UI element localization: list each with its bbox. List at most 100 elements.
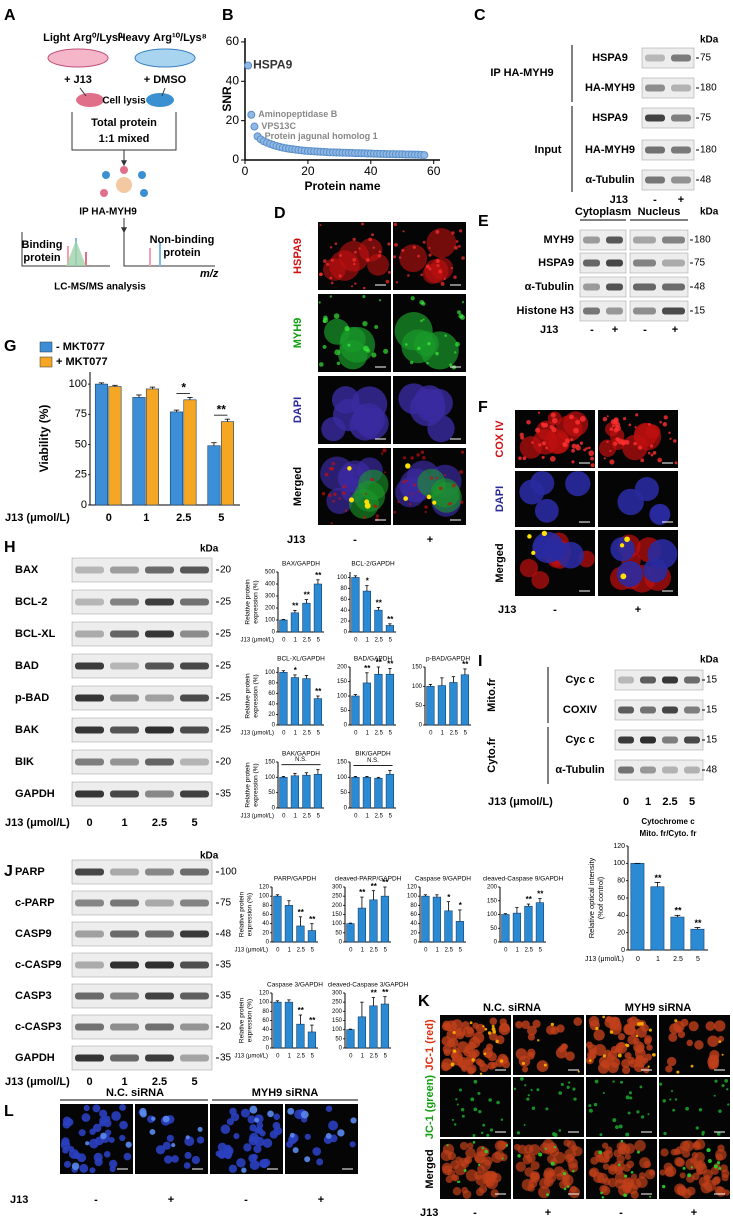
cell	[726, 1088, 729, 1091]
x-tick-label: 2.5	[450, 731, 459, 737]
cell	[333, 313, 340, 319]
lane-label: 1	[645, 796, 651, 808]
cell	[648, 423, 651, 426]
kda-label: 15	[706, 705, 718, 716]
blot-band	[110, 566, 139, 574]
bead	[116, 177, 132, 193]
y-tick-label: 100	[407, 894, 418, 900]
lane-label: +	[318, 1194, 324, 1206]
cell	[422, 318, 425, 321]
cell	[541, 530, 548, 537]
cell	[350, 285, 354, 288]
chart-title: cleaved-PARP/GAPDH	[335, 876, 402, 883]
cell	[484, 1027, 488, 1031]
y-tick-label: 40	[617, 912, 625, 919]
blot-label: HSPA9	[592, 112, 628, 124]
cell	[383, 348, 389, 354]
bar	[290, 677, 300, 726]
cell	[526, 1025, 537, 1036]
chart-title: BCL-XL/GAPDH	[277, 656, 325, 663]
bar	[385, 773, 395, 809]
blot-band	[145, 899, 174, 907]
cell	[617, 488, 644, 516]
cell	[575, 419, 581, 425]
panel-letter: L	[4, 1103, 14, 1120]
x-tick-label: 0	[504, 948, 508, 954]
blot-band	[145, 566, 174, 574]
bar	[369, 1005, 378, 1049]
blot-band	[583, 283, 600, 291]
y-tick-label: 250	[332, 894, 343, 900]
lane-label: -	[590, 324, 594, 336]
cell	[541, 455, 545, 460]
x-tick-label: 5	[389, 638, 393, 644]
cell	[458, 229, 463, 233]
y-tick-label: 0	[344, 806, 348, 812]
blot-band	[110, 899, 139, 907]
cell	[111, 1111, 121, 1121]
cell	[542, 1139, 555, 1151]
blot-band	[645, 84, 665, 92]
cell	[330, 281, 334, 285]
cell	[197, 1126, 203, 1132]
cell	[407, 274, 410, 277]
cell	[85, 1141, 90, 1146]
cell	[89, 1128, 96, 1135]
cell	[484, 1149, 488, 1154]
blot-strip	[629, 300, 689, 322]
y-tick-label: 50	[335, 1036, 342, 1042]
blot-label: CASP3	[15, 990, 52, 1002]
y-tick-label: 120	[407, 885, 418, 891]
y-tick-label: 50	[415, 703, 422, 709]
cell	[273, 1113, 281, 1121]
cell	[435, 229, 440, 234]
cell	[600, 1191, 603, 1195]
cell	[442, 1044, 452, 1054]
blot-band	[145, 598, 174, 606]
blot-band	[145, 868, 174, 876]
blot-label: Cyc c	[565, 734, 594, 746]
cell	[517, 1154, 521, 1158]
cell	[463, 1169, 467, 1172]
cell	[524, 1144, 534, 1154]
label: Heavy	[118, 32, 151, 44]
cell	[445, 1175, 453, 1184]
panel-letter: G	[4, 338, 16, 355]
treatment-label: J13 (μmol/L)	[5, 1076, 70, 1088]
significance: **	[292, 602, 299, 611]
cell	[727, 1103, 730, 1106]
cell	[403, 496, 409, 501]
blot-band	[684, 766, 700, 774]
significance: **	[382, 878, 389, 887]
kda-label: 35	[220, 1053, 232, 1064]
chart-title: BAK/GAPDH	[282, 751, 320, 758]
y-tick-label: 100	[337, 775, 348, 781]
blot-band	[645, 54, 665, 62]
cell	[458, 1088, 462, 1092]
cell	[632, 1037, 640, 1044]
cell	[377, 254, 382, 258]
cell	[471, 1058, 475, 1062]
cell	[331, 461, 335, 466]
cell	[73, 1151, 81, 1160]
cell	[354, 250, 357, 254]
cell	[330, 522, 333, 525]
cell	[527, 1033, 535, 1041]
significance: **	[376, 599, 383, 608]
cell	[670, 1089, 674, 1092]
chart-title: BCL-2/GAPDH	[351, 561, 395, 568]
blot-strip	[629, 276, 689, 298]
cell	[520, 1077, 524, 1081]
lane-label: 1	[121, 1076, 127, 1088]
bar	[535, 902, 545, 943]
cell	[659, 1169, 666, 1176]
cell	[321, 416, 346, 442]
kda-label: 75	[220, 898, 232, 909]
cell	[312, 1147, 322, 1156]
blot-band	[180, 630, 209, 638]
cell	[442, 1165, 453, 1176]
label: IP HA-MYH9	[79, 207, 137, 218]
bar	[220, 421, 234, 506]
cell	[610, 536, 635, 562]
cell	[289, 1132, 295, 1138]
